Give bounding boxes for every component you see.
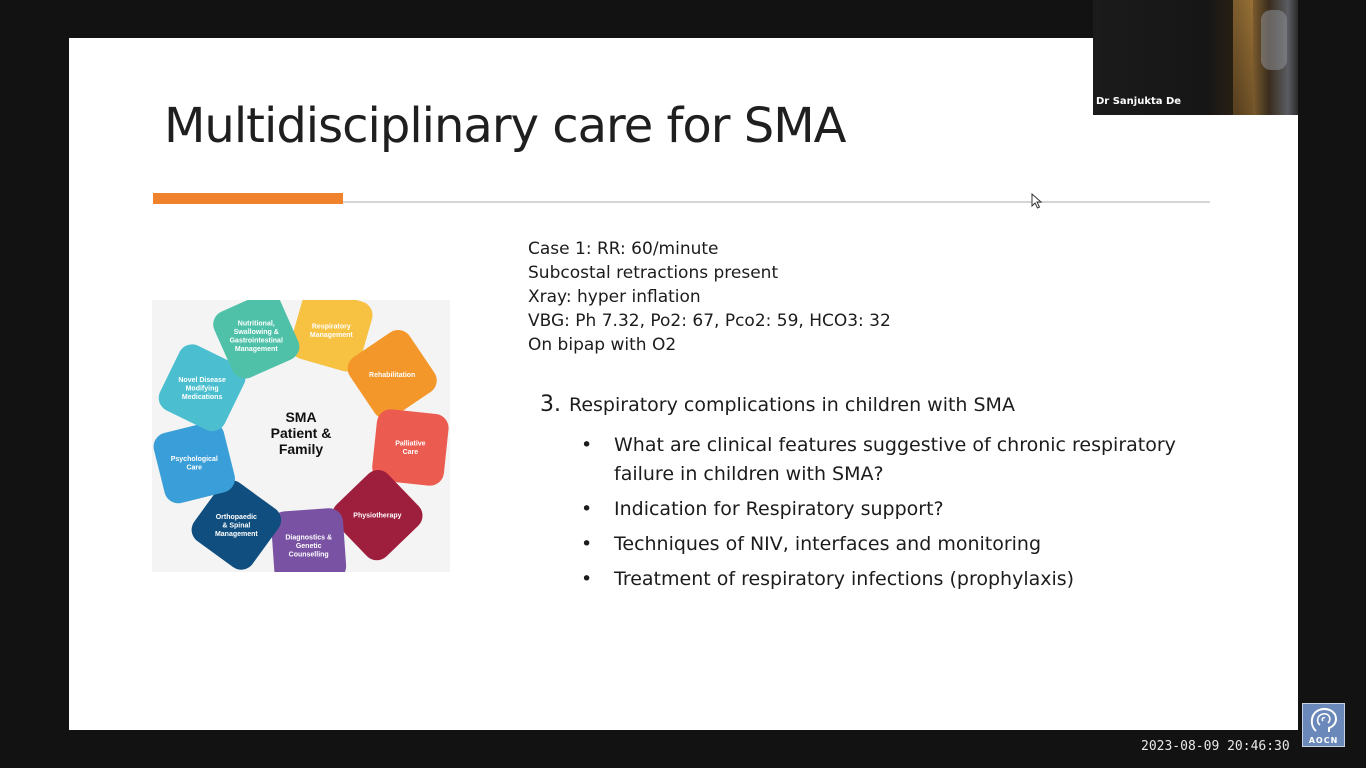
care-segment-shape <box>290 300 373 372</box>
case-details: Case 1: RR: 60/minute Subcostal retracti… <box>528 237 891 357</box>
care-segment: Respiratory Management <box>290 300 373 372</box>
title-accent-bar <box>153 193 343 204</box>
care-segment-label: Rehabilitation <box>369 372 415 379</box>
care-segment: Physiotherapy <box>332 470 423 561</box>
care-segment-shape <box>153 421 235 504</box>
case-line: Subcostal retractions present <box>528 263 779 283</box>
care-wheel-graphic: Respiratory Management Rehabilitation Palli… <box>153 300 449 572</box>
bullet-text: Indication for Respiratory support? <box>614 498 944 520</box>
bullet-text: What are clinical features suggestive of… <box>614 434 1176 485</box>
care-segment-label: Novel Disease Modifying Medications <box>178 377 226 401</box>
care-segment: Novel Disease Modifying Medications <box>158 344 246 432</box>
bullet-icon: • <box>581 568 593 590</box>
care-segment-label: Physiotherapy <box>353 513 401 520</box>
question-bullets: • What are clinical features suggestive o… <box>581 431 1201 600</box>
organization-logo: AOCN <box>1302 703 1345 747</box>
bullet-item: • Indication for Respiratory support? <box>581 495 1201 524</box>
bullet-item: • Treatment of respiratory infections (pr… <box>581 565 1201 594</box>
care-segment-label: Palliative Care <box>395 441 425 457</box>
care-segment-label: Nutritional, Swallowing & Gastrointestinal… <box>230 320 283 353</box>
care-segment: Psychological Care <box>153 421 235 504</box>
question-number: 3. <box>540 392 561 417</box>
recording-timestamp: 2023-08-09 20:46:30 <box>1141 739 1290 754</box>
case-line: Xray: hyper inflation <box>528 287 701 307</box>
care-segment-shape <box>332 470 423 561</box>
question-text: Respiratory complications in children wi… <box>569 394 1015 416</box>
logo-text: AOCN <box>1308 736 1339 745</box>
video-background <box>1233 0 1253 115</box>
care-segment-shape <box>158 344 246 432</box>
care-segment-label: Orthopaedic & Spinal Management <box>215 514 258 538</box>
care-segment-shape <box>191 480 282 570</box>
diagram-center-label: SMA Patient & Family <box>271 409 332 457</box>
bullet-icon: • <box>581 498 593 520</box>
care-segment-shape <box>372 409 449 486</box>
care-segment-shape <box>213 300 300 379</box>
care-segment: Nutritional, Swallowing & Gastrointestinal… <box>213 300 300 379</box>
title-divider <box>343 201 1210 203</box>
care-segment: Palliative Care <box>372 409 449 486</box>
bullet-icon: • <box>581 533 593 555</box>
slide-title: Multidisciplinary care for SMA <box>164 98 846 154</box>
care-segment-shape <box>271 508 347 572</box>
bullet-item: • Techniques of NIV, interfaces and monit… <box>581 530 1201 559</box>
care-segment-shape <box>347 329 437 420</box>
case-line: Case 1: RR: 60/minute <box>528 239 719 259</box>
bullet-icon: • <box>581 434 593 456</box>
bullet-text: Treatment of respiratory infections (pro… <box>614 568 1075 590</box>
mouse-cursor-icon <box>1031 193 1043 209</box>
bullet-item: • What are clinical features suggestive o… <box>581 431 1201 489</box>
care-segment-label: Psychological Care <box>171 456 218 472</box>
case-line: VBG: Ph 7.32, Po2: 67, Pco2: 59, HCO3: 3… <box>528 311 891 331</box>
care-segment: Orthopaedic & Spinal Management <box>191 480 282 570</box>
care-segment: Diagnostics & Genetic Counselling <box>271 508 347 572</box>
presentation-slide: Multidisciplinary care for SMA Respirato… <box>69 38 1298 730</box>
participant-video-tile[interactable]: Dr Sanjukta De <box>1093 0 1298 115</box>
speaker-name: Dr Sanjukta De <box>1096 96 1182 107</box>
video-background <box>1261 10 1287 70</box>
care-segment-label: Respiratory Management <box>310 324 353 340</box>
care-segment: Rehabilitation <box>347 329 437 420</box>
case-line: On bipap with O2 <box>528 335 677 355</box>
bullet-text: Techniques of NIV, interfaces and monito… <box>614 533 1042 555</box>
question-heading: 3. Respiratory complications in children … <box>540 392 1015 417</box>
care-segment-label: Diagnostics & Genetic Counselling <box>285 535 332 559</box>
brain-profile-icon <box>1310 708 1338 732</box>
care-diagram: Respiratory Management Rehabilitation Palli… <box>152 300 450 572</box>
